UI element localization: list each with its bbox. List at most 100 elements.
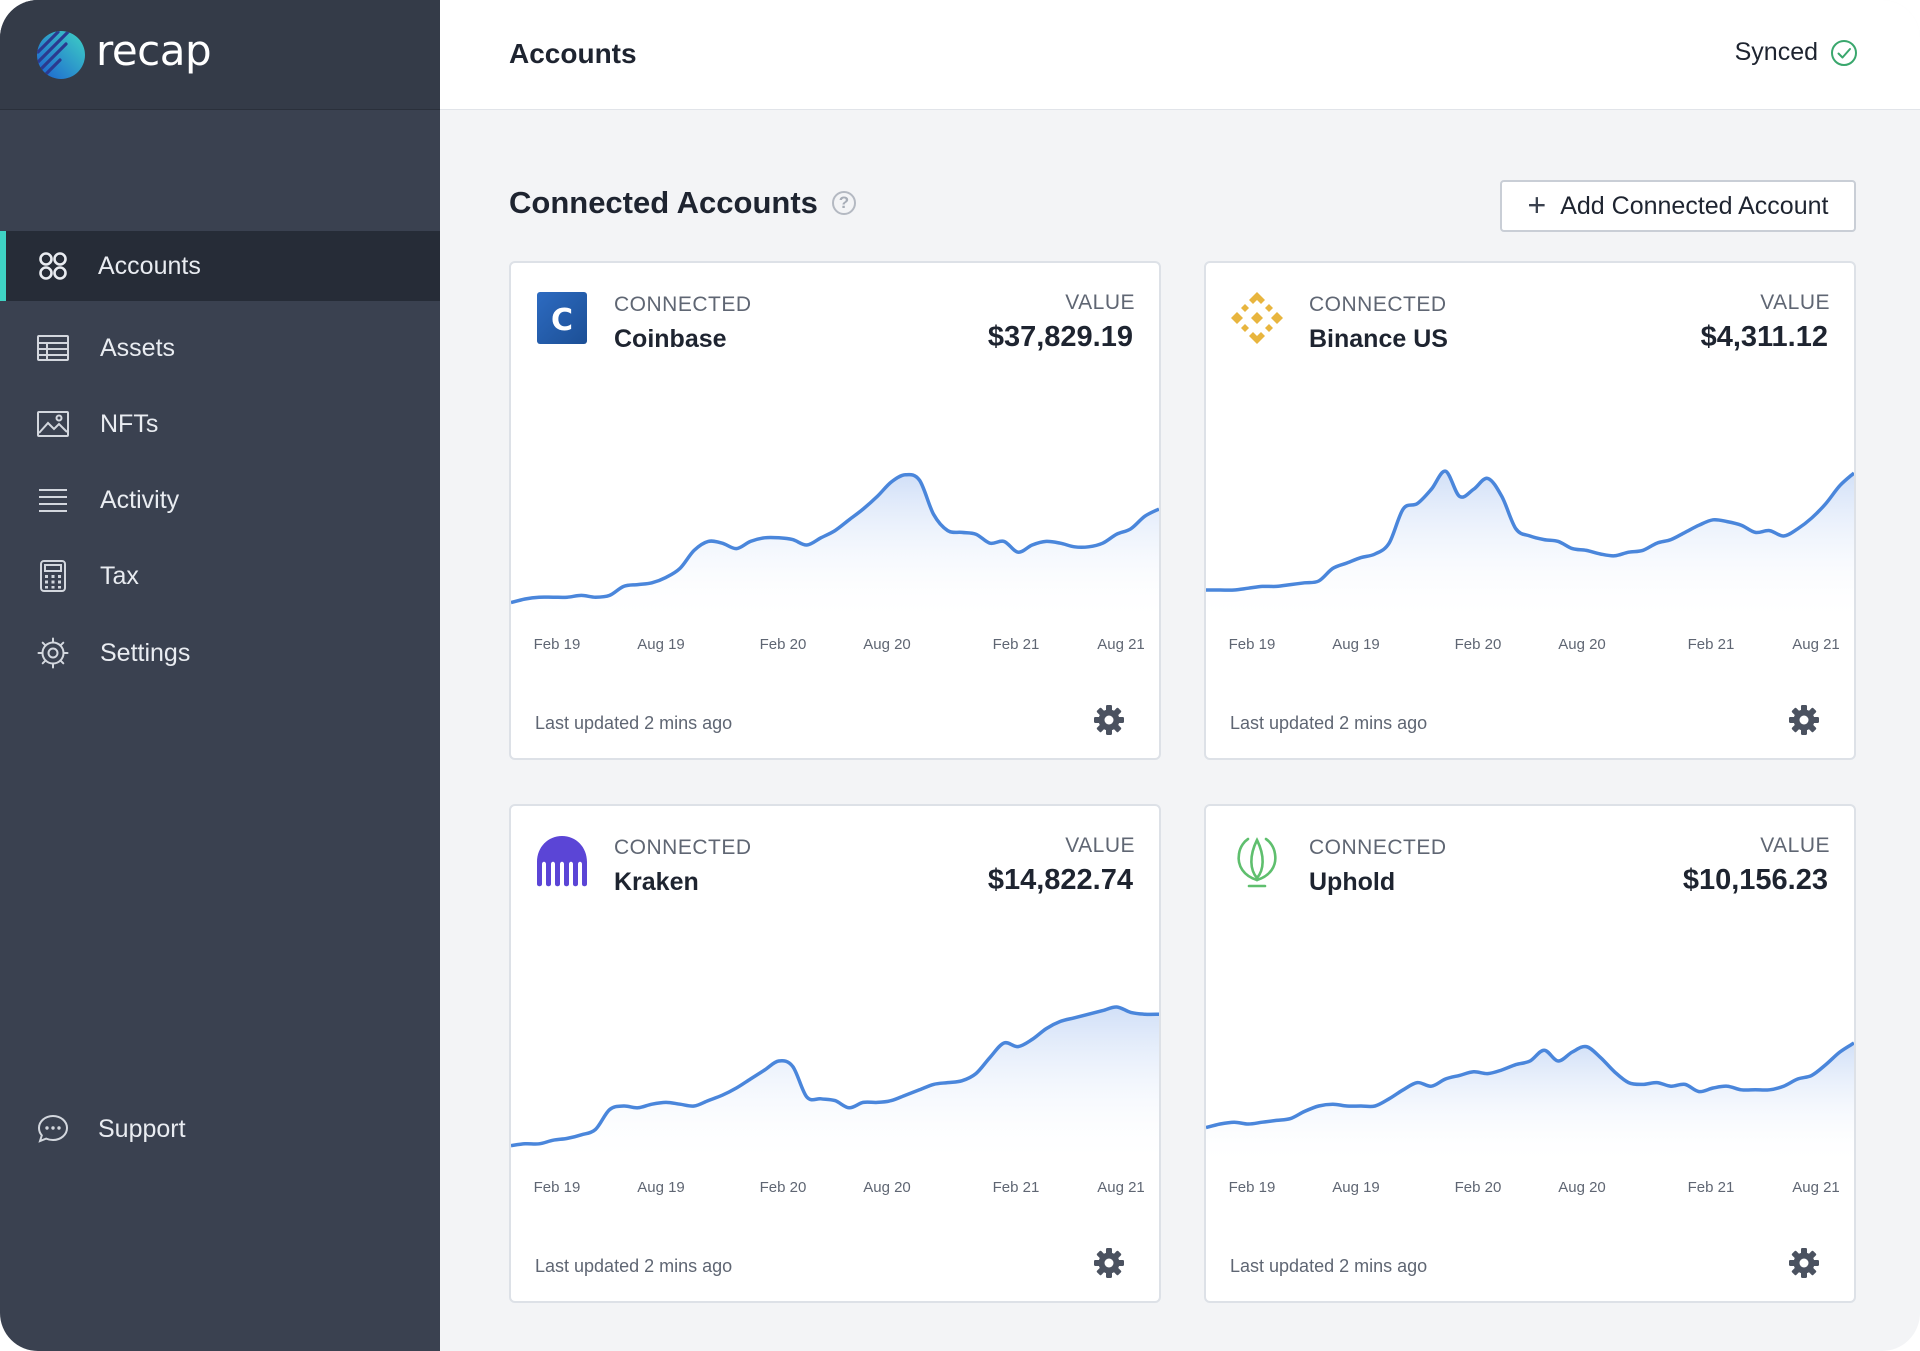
chart-x-axis: Feb 19 Aug 19 Feb 20 Aug 20 Feb 21 Aug 21: [1206, 1179, 1854, 1199]
x-tick-label: Aug 21: [1097, 1179, 1145, 1196]
add-connected-account-label: Add Connected Account: [1560, 191, 1829, 220]
card-value-label: VALUE: [1760, 291, 1830, 314]
add-connected-account-button[interactable]: + Add Connected Account: [1500, 180, 1856, 232]
x-tick-label: Aug 19: [637, 636, 685, 653]
x-tick-label: Feb 19: [533, 636, 581, 653]
x-tick-label: Feb 21: [992, 1179, 1040, 1196]
sidebar-item-label: Assets: [100, 333, 176, 362]
x-tick-label: Aug 21: [1097, 636, 1145, 653]
card-value-label: VALUE: [1065, 834, 1135, 857]
sidebar-item-label: Tax: [100, 561, 139, 590]
calculator-icon: [36, 559, 70, 593]
page-title: Accounts: [509, 38, 637, 69]
chart-series-line: [511, 1005, 1159, 1148]
card-settings-gear-icon[interactable]: [1788, 1247, 1820, 1279]
top-bar: Accounts Synced: [440, 0, 1920, 110]
recap-logo-icon: [37, 31, 85, 79]
chart-series-line: [511, 472, 1159, 605]
sync-status: Synced: [1735, 38, 1858, 67]
chart-x-axis: Feb 19 Aug 19 Feb 20 Aug 20 Feb 21 Aug 21: [511, 636, 1159, 656]
card-status: CONNECTED: [614, 836, 752, 859]
x-tick-label: Aug 20: [1558, 636, 1606, 653]
sidebar-item-activity[interactable]: Activity: [0, 465, 440, 535]
x-tick-label: Feb 21: [1687, 1179, 1735, 1196]
card-last-updated: Last updated 2 mins ago: [1230, 713, 1428, 733]
card-account-name: Kraken: [614, 868, 699, 896]
x-tick-label: Feb 20: [1454, 1179, 1502, 1196]
card-settings-gear-icon[interactable]: [1093, 704, 1125, 736]
brand-header: recap: [0, 0, 440, 110]
uphold-logo-icon: [1237, 837, 1277, 888]
x-tick-label: Feb 20: [759, 1179, 807, 1196]
binance-logo-icon: [1231, 292, 1283, 344]
card-status: CONNECTED: [1309, 293, 1447, 316]
card-last-updated: Last updated 2 mins ago: [1230, 1256, 1428, 1276]
x-tick-label: Feb 19: [1228, 1179, 1276, 1196]
card-account-name: Binance US: [1309, 325, 1448, 353]
sidebar-item-support[interactable]: Support: [0, 1094, 440, 1164]
x-tick-label: Feb 21: [1687, 636, 1735, 653]
account-card-uphold[interactable]: CONNECTED Uphold VALUE $10,156.23 Feb 19…: [1204, 804, 1856, 1303]
section-title-text: Connected Accounts: [509, 185, 818, 220]
account-card-coinbase[interactable]: C CONNECTED Coinbase VALUE $37,829.19 Fe…: [509, 261, 1161, 760]
chart-area: [1206, 471, 1854, 623]
card-account-name: Uphold: [1309, 868, 1396, 896]
chart-area: [1206, 1043, 1854, 1166]
x-tick-label: Aug 20: [863, 1179, 911, 1196]
account-value-chart: [1206, 469, 1854, 623]
sidebar-item-tax[interactable]: Tax: [0, 541, 440, 611]
image-icon: [36, 407, 70, 441]
svg-text:C: C: [551, 303, 573, 338]
card-last-updated: Last updated 2 mins ago: [535, 1256, 733, 1276]
chat-icon: [36, 1112, 70, 1146]
account-card-kraken[interactable]: CONNECTED Kraken VALUE $14,822.74 Feb 19…: [509, 804, 1161, 1303]
table-icon: [36, 331, 70, 365]
list-icon: [36, 483, 70, 517]
coinbase-logo-icon: C: [537, 292, 587, 344]
x-tick-label: Feb 20: [1454, 636, 1502, 653]
card-value: $37,829.19: [987, 321, 1133, 353]
chart-area: [511, 1006, 1159, 1166]
sidebar-item-label: Accounts: [98, 251, 201, 280]
x-tick-label: Aug 21: [1792, 1179, 1840, 1196]
x-tick-label: Aug 19: [1332, 636, 1380, 653]
x-tick-label: Aug 20: [1558, 1179, 1606, 1196]
card-status: CONNECTED: [1309, 836, 1447, 859]
chart-series-line: [1206, 1041, 1854, 1130]
card-value: $4,311.12: [1700, 321, 1828, 353]
sidebar-item-accounts[interactable]: Accounts: [0, 231, 440, 301]
x-tick-label: Aug 21: [1792, 636, 1840, 653]
sidebar-item-assets[interactable]: Assets: [0, 313, 440, 383]
sidebar-item-label: Activity: [100, 485, 180, 514]
card-last-updated: Last updated 2 mins ago: [535, 713, 733, 733]
account-card-binance-us[interactable]: CONNECTED Binance US VALUE $4,311.12 Feb…: [1204, 261, 1856, 760]
plus-icon: +: [1527, 186, 1547, 223]
card-settings-gear-icon[interactable]: [1093, 1247, 1125, 1279]
card-status: CONNECTED: [614, 293, 752, 316]
x-tick-label: Feb 19: [1228, 636, 1276, 653]
card-value: $10,156.23: [1682, 864, 1828, 896]
chart-x-axis: Feb 19 Aug 19 Feb 20 Aug 20 Feb 21 Aug 21: [1206, 636, 1854, 656]
sidebar-item-settings[interactable]: Settings: [0, 618, 440, 688]
section-title: Connected Accounts ?: [509, 185, 856, 221]
sidebar: recap Accounts Assets: [0, 0, 440, 1351]
brand-name: recap: [96, 26, 212, 75]
kraken-logo-icon: [537, 836, 587, 887]
help-icon[interactable]: ?: [831, 191, 856, 215]
chart-area: [511, 474, 1159, 623]
sidebar-item-label: Settings: [100, 638, 191, 667]
x-tick-label: Feb 21: [992, 636, 1040, 653]
account-value-chart: [511, 472, 1159, 623]
x-tick-label: Aug 19: [1332, 1179, 1380, 1196]
account-value-chart: [511, 1005, 1159, 1166]
card-settings-gear-icon[interactable]: [1788, 704, 1820, 736]
card-value-label: VALUE: [1065, 291, 1135, 314]
sidebar-item-label: NFTs: [100, 409, 159, 438]
sidebar-item-nfts[interactable]: NFTs: [0, 389, 440, 459]
card-account-name: Coinbase: [614, 325, 727, 353]
card-value-label: VALUE: [1760, 834, 1830, 857]
x-tick-label: Aug 19: [637, 1179, 685, 1196]
grid-icon: [36, 249, 70, 283]
x-tick-label: Feb 20: [759, 636, 807, 653]
